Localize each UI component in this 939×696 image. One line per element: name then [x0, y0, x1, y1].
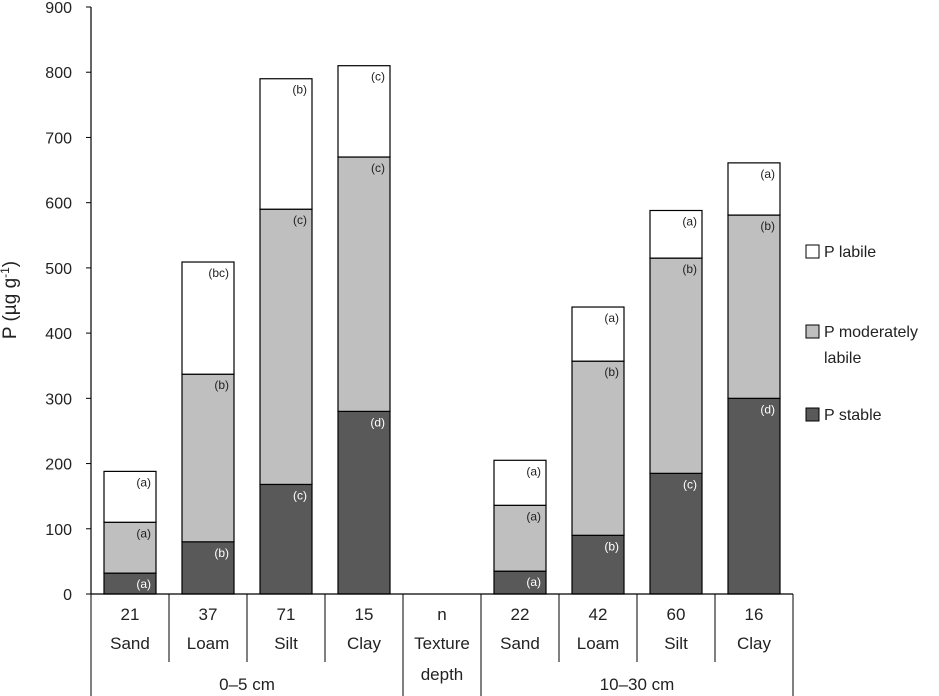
bar-segment-p-labile — [727, 162, 781, 216]
y-axis-title-main: P (µg g — [0, 278, 21, 339]
significance-letter: (a) — [526, 509, 541, 523]
legend-swatch-p-labile — [805, 244, 820, 259]
significance-letter: (d) — [370, 415, 385, 429]
texture-label: Clay — [737, 634, 772, 653]
significance-letter: (c) — [371, 161, 385, 175]
depth-group-label: 10–30 cm — [600, 675, 675, 694]
bars: (a) (a) (a) (b) (b) (bc) (c) (c) (b) (d) (c) (c) (a)… — [103, 65, 781, 595]
significance-letter: (bc) — [208, 266, 229, 280]
bar-segment-p-labile — [649, 209, 703, 259]
significance-letter: (c) — [293, 488, 307, 502]
sample-count-label: 22 — [511, 605, 530, 624]
significance-letter: (a) — [136, 526, 151, 540]
bar-segment-p-labile — [493, 459, 547, 506]
y-tick-label: 800 — [45, 65, 72, 82]
n-row-label: n — [437, 605, 446, 624]
y-tick-label: 600 — [45, 196, 72, 213]
depth-group-label: 0–5 cm — [219, 675, 275, 694]
significance-letter: (a) — [682, 214, 697, 228]
y-tick-label: 100 — [45, 522, 72, 539]
significance-letter: (a) — [760, 167, 775, 181]
y-axis: 0 100 200 300 400 500 600 700 800 900 — [45, 0, 92, 604]
significance-letter: (b) — [604, 539, 619, 553]
y-tick-label: 200 — [45, 457, 72, 474]
y-tick-label: 900 — [45, 0, 72, 17]
significance-letter: (d) — [760, 402, 775, 416]
y-tick-label: 700 — [45, 130, 72, 147]
y-axis-title-sup: -1 — [0, 267, 12, 278]
bar-segment-p-moderately-labile — [727, 214, 781, 399]
significance-letter: (b) — [604, 365, 619, 379]
significance-letter: (c) — [293, 213, 307, 227]
sample-count-label: 60 — [667, 605, 686, 624]
bar-segment-p-labile — [103, 470, 157, 523]
bar-segment-p-moderately-labile — [337, 156, 391, 412]
texture-label: Silt — [664, 634, 688, 653]
bar-segment-p-moderately-labile — [649, 257, 703, 474]
sample-count-label: 37 — [199, 605, 218, 624]
sample-count-label: 16 — [745, 605, 764, 624]
significance-letter: (c) — [683, 477, 697, 491]
bar-segment-p-stable — [337, 410, 391, 595]
significance-letter: (b) — [292, 83, 307, 97]
y-axis-title: P (µg g-1) — [0, 261, 21, 339]
sample-count-label: 15 — [355, 605, 374, 624]
significance-letter: (a) — [604, 311, 619, 325]
texture-label: Loam — [577, 634, 620, 653]
texture-label: Clay — [347, 634, 382, 653]
y-tick-label: 500 — [45, 261, 72, 278]
sample-count-label: 42 — [589, 605, 608, 624]
texture-label: Loam — [187, 634, 230, 653]
bar-segment-p-moderately-labile — [571, 360, 625, 536]
bar-segment-p-stable — [649, 472, 703, 595]
y-tick-label: 400 — [45, 326, 72, 343]
significance-letter: (b) — [214, 378, 229, 392]
significance-letter: (a) — [526, 575, 541, 589]
significance-letter: (b) — [214, 546, 229, 560]
texture-label: Silt — [274, 634, 298, 653]
texture-label: Sand — [500, 634, 540, 653]
y-tick-label: 0 — [63, 587, 72, 604]
bar-segment-p-stable — [727, 397, 781, 595]
texture-label: Sand — [110, 634, 150, 653]
legend-label: P moderately — [824, 324, 918, 341]
sample-count-label: 71 — [277, 605, 296, 624]
significance-letter: (a) — [136, 475, 151, 489]
bar-segment-p-labile — [259, 78, 313, 210]
bar-segment-p-labile — [181, 261, 235, 375]
legend-label: labile — [824, 350, 861, 367]
sample-count-label: 21 — [121, 605, 140, 624]
significance-letter: (a) — [526, 464, 541, 478]
bar-segment-p-stable — [181, 541, 235, 595]
significance-letter: (c) — [371, 70, 385, 84]
bar-segment-p-stable — [259, 483, 313, 595]
bar-segment-p-moderately-labile — [181, 373, 235, 543]
depth-row-label: depth — [421, 665, 464, 684]
y-tick-label: 300 — [45, 391, 72, 408]
bar-segment-p-moderately-labile — [259, 208, 313, 486]
significance-letter: (b) — [682, 262, 697, 276]
bar-segment-p-moderately-labile — [103, 521, 157, 574]
legend: P labile P moderately labile P stable — [805, 244, 918, 424]
bar-segment-p-labile — [571, 306, 625, 362]
legend-label: P labile — [824, 244, 876, 261]
significance-letter: (b) — [760, 219, 775, 233]
category-axis: 21 Sand 37 Loam 71 Silt 15 Clay n Texture depth 22 S… — [90, 593, 794, 696]
y-axis-title-close: ) — [0, 261, 21, 267]
legend-swatch-p-moderately-labile — [805, 324, 820, 339]
texture-row-label: Texture — [414, 634, 470, 653]
legend-swatch-p-stable — [805, 407, 820, 422]
bar-segment-p-stable — [571, 534, 625, 595]
bar-segment-p-labile — [337, 65, 391, 158]
significance-letter: (a) — [136, 577, 151, 591]
legend-label: P stable — [824, 407, 882, 424]
